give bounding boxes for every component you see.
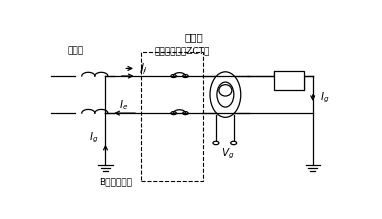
Text: 検出部: 検出部 bbox=[185, 32, 204, 42]
Circle shape bbox=[183, 74, 188, 78]
Circle shape bbox=[183, 112, 188, 115]
Text: $I_g$: $I_g$ bbox=[89, 130, 98, 145]
Circle shape bbox=[213, 141, 219, 145]
Ellipse shape bbox=[217, 82, 234, 107]
Ellipse shape bbox=[210, 72, 241, 117]
Text: 変圧器: 変圧器 bbox=[68, 46, 84, 55]
Text: $V_g$: $V_g$ bbox=[221, 147, 235, 161]
Text: B種接地工事: B種接地工事 bbox=[100, 178, 133, 187]
Circle shape bbox=[231, 141, 236, 145]
Bar bbox=[141, 52, 203, 181]
Text: 零相変流器（ZCT）: 零相変流器（ZCT） bbox=[155, 46, 210, 55]
Text: $I_l$: $I_l$ bbox=[139, 63, 146, 77]
Text: $I_g$: $I_g$ bbox=[320, 91, 330, 105]
Text: 負荷: 負荷 bbox=[283, 76, 295, 86]
Circle shape bbox=[171, 74, 176, 78]
Circle shape bbox=[171, 112, 176, 115]
Text: $I_e$: $I_e$ bbox=[119, 99, 128, 112]
Text: $I_l$: $I_l$ bbox=[139, 62, 147, 75]
Bar bbox=[274, 71, 304, 90]
Ellipse shape bbox=[219, 85, 232, 96]
